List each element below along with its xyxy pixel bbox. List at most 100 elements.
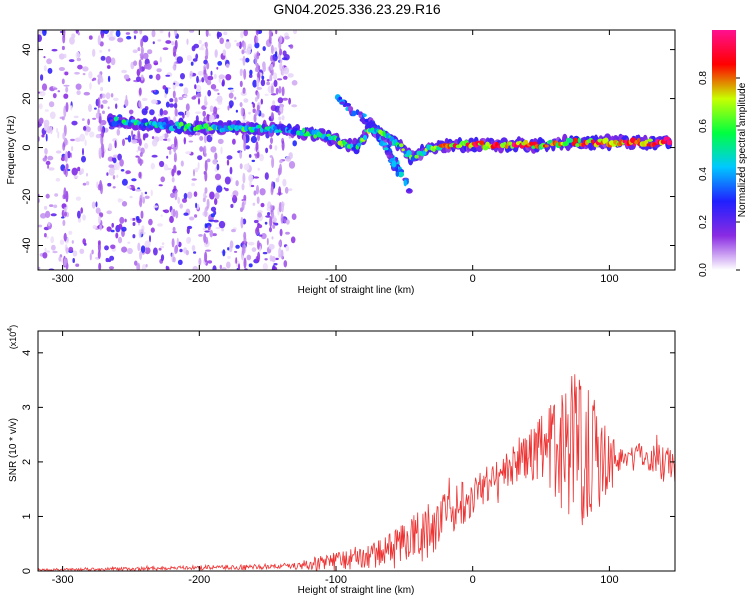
noise-blob bbox=[46, 250, 50, 253]
noise-blob bbox=[106, 172, 109, 176]
noise-blob bbox=[84, 139, 87, 147]
noise-blob bbox=[273, 79, 278, 87]
noise-blob bbox=[107, 65, 111, 69]
noise-blob bbox=[153, 205, 158, 208]
noise-blob bbox=[119, 216, 125, 224]
noise-blob bbox=[44, 109, 49, 112]
noise-blob bbox=[248, 74, 253, 78]
noise-blob bbox=[82, 214, 86, 221]
noise-streak bbox=[239, 102, 243, 108]
noise-blob bbox=[126, 185, 132, 189]
noise-blob bbox=[189, 216, 195, 221]
noise-streak bbox=[243, 68, 247, 80]
noise-blob bbox=[45, 160, 51, 166]
noise-blob bbox=[133, 35, 137, 40]
noise-streak bbox=[271, 156, 275, 169]
noise-blob bbox=[250, 135, 257, 144]
noise-blob bbox=[292, 140, 298, 147]
ridge-core bbox=[224, 128, 230, 132]
noise-blob bbox=[150, 162, 155, 170]
noise-blob bbox=[281, 57, 288, 61]
noise-blob bbox=[173, 102, 178, 109]
noise-streak bbox=[206, 62, 210, 70]
noise-blob bbox=[291, 213, 297, 220]
ridge-core bbox=[399, 143, 404, 148]
noise-blob bbox=[167, 266, 170, 270]
noise-blob bbox=[186, 55, 192, 61]
noise-blob bbox=[291, 104, 298, 108]
noise-blob bbox=[216, 95, 223, 103]
noise-blob bbox=[148, 218, 153, 226]
noise-blob bbox=[205, 249, 212, 252]
noise-blob bbox=[110, 57, 116, 66]
noise-blob bbox=[192, 265, 198, 270]
noise-blob bbox=[194, 133, 197, 136]
noise-blob bbox=[54, 193, 59, 197]
noise-blob bbox=[145, 264, 148, 268]
noise-blob bbox=[121, 69, 128, 74]
noise-streak bbox=[172, 65, 176, 70]
noise-blob bbox=[251, 247, 257, 252]
noise-streak bbox=[243, 194, 247, 201]
noise-streak bbox=[65, 102, 69, 113]
spectrogram-y-label: Frequency (Hz) bbox=[6, 116, 17, 185]
ridge-core bbox=[351, 147, 356, 151]
noise-blob bbox=[207, 225, 211, 231]
noise-blob bbox=[198, 257, 202, 266]
noise-blob bbox=[144, 195, 150, 199]
noise-blob bbox=[136, 150, 139, 153]
y-tick-label: 20 bbox=[21, 92, 33, 104]
noise-blob bbox=[198, 39, 202, 45]
noise-streak bbox=[63, 168, 67, 175]
noise-blob bbox=[264, 258, 268, 261]
noise-blob bbox=[68, 246, 74, 252]
noise-blob bbox=[228, 100, 234, 108]
noise-streak bbox=[139, 250, 143, 260]
noise-blob bbox=[213, 219, 219, 223]
noise-blob bbox=[124, 98, 129, 107]
noise-blob bbox=[161, 242, 165, 246]
noise-blob bbox=[197, 70, 204, 76]
noise-blob bbox=[72, 258, 75, 263]
noise-blob bbox=[106, 210, 112, 215]
noise-streak bbox=[174, 136, 177, 148]
noise-blob bbox=[102, 110, 105, 115]
noise-blob bbox=[196, 92, 202, 98]
noise-blob bbox=[287, 73, 294, 78]
noise-blob bbox=[217, 61, 223, 66]
noise-blob bbox=[63, 93, 69, 99]
ridge-core bbox=[349, 143, 354, 149]
noise-blob bbox=[195, 202, 198, 209]
noise-streak bbox=[203, 65, 207, 70]
noise-streak bbox=[137, 242, 141, 252]
ridge-core bbox=[479, 140, 485, 145]
noise-streak bbox=[98, 147, 102, 156]
noise-blob bbox=[118, 223, 123, 230]
noise-blob bbox=[68, 230, 73, 235]
noise-blob bbox=[75, 263, 80, 267]
noise-blob bbox=[92, 224, 97, 230]
noise-blob bbox=[218, 220, 226, 229]
noise-blob bbox=[262, 64, 267, 73]
noise-blob bbox=[79, 248, 85, 254]
noise-blob bbox=[183, 87, 189, 95]
noise-blob bbox=[207, 260, 213, 264]
noise-blob bbox=[59, 239, 65, 245]
noise-blob bbox=[248, 263, 253, 268]
noise-blob bbox=[75, 51, 81, 59]
noise-blob bbox=[214, 173, 222, 181]
noise-blob bbox=[186, 237, 191, 244]
noise-streak bbox=[243, 257, 247, 269]
noise-blob bbox=[51, 244, 56, 251]
noise-blob bbox=[129, 195, 133, 199]
noise-blob bbox=[289, 44, 294, 49]
noise-streak bbox=[63, 105, 67, 118]
ridge-core bbox=[357, 142, 362, 147]
noise-streak bbox=[204, 159, 208, 172]
noise-blob bbox=[46, 125, 51, 134]
noise-blob bbox=[108, 125, 115, 130]
noise-blob bbox=[261, 113, 265, 118]
noise-blob bbox=[105, 92, 111, 100]
